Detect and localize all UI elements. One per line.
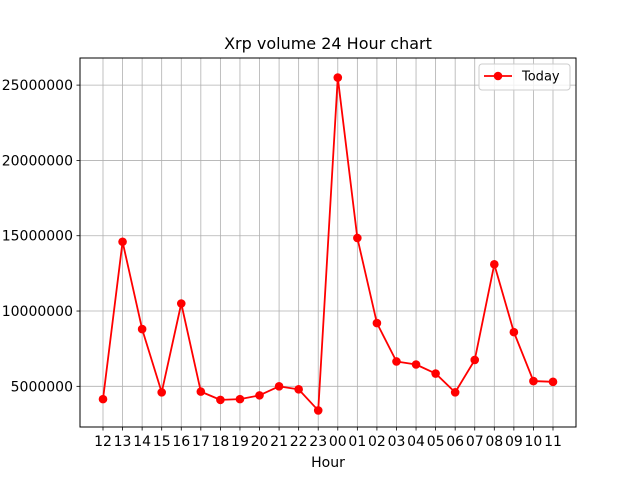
data-point	[235, 394, 245, 404]
chart-title: Xrp volume 24 Hour chart	[224, 34, 432, 53]
x-tick-label: 12	[94, 434, 112, 450]
plot-frame	[79, 57, 577, 428]
data-point	[353, 233, 362, 243]
x-axis-label: Hour	[311, 455, 345, 471]
x-tick-label: 10	[525, 434, 543, 450]
data-point	[490, 260, 499, 269]
data-point	[548, 377, 558, 387]
x-tick-label: 15	[153, 434, 171, 450]
data-point	[137, 324, 147, 334]
data-point	[392, 357, 401, 366]
data-point	[333, 73, 343, 82]
x-tick-label: 01	[348, 434, 366, 450]
data-point	[255, 391, 264, 400]
data-point	[274, 382, 284, 391]
legend-marker-swatch	[493, 71, 503, 81]
x-tick-label: 18	[211, 434, 229, 450]
x-tick-label: 07	[466, 434, 484, 450]
data-point	[98, 394, 108, 404]
data-point	[176, 299, 186, 308]
x-tick-label: 23	[309, 434, 327, 450]
x-tick-label: 17	[192, 434, 210, 450]
y-tick-label: 15000000	[2, 229, 73, 245]
x-tick-label: 00	[329, 434, 347, 450]
x-tick-label: 14	[133, 434, 151, 450]
axis-ticks: 12 13 14 15 16 17 18 19 20 21 22 23 00 01 02 03 04 05 06 07…	[2, 78, 562, 450]
legend-frame	[478, 63, 571, 91]
x-tick-label: 03	[388, 434, 406, 450]
data-point	[450, 388, 460, 397]
x-tick-label: 04	[407, 434, 425, 450]
x-tick-label: 22	[290, 434, 308, 450]
data-point	[509, 327, 519, 337]
data-point	[313, 406, 323, 415]
data-point	[294, 385, 303, 394]
legend: Today	[478, 63, 571, 91]
x-tick-label: 06	[446, 434, 464, 450]
x-tick-label: 16	[172, 434, 190, 450]
data-point	[216, 395, 225, 405]
y-tick-label: 10000000	[2, 304, 73, 320]
data-point	[411, 360, 421, 369]
x-tick-label: 02	[368, 434, 386, 450]
data-point	[196, 387, 206, 396]
data-point	[118, 237, 127, 247]
x-tick-label: 11	[544, 434, 562, 450]
x-tick-label: 20	[251, 434, 269, 450]
data-point	[529, 376, 538, 386]
x-tick-label: 13	[114, 434, 132, 450]
x-tick-label: 08	[485, 434, 503, 450]
x-tick-label: 09	[505, 434, 523, 450]
series-layer	[98, 73, 558, 415]
grid-lines	[80, 58, 576, 427]
series-line-today	[102, 76, 554, 412]
data-point	[470, 355, 480, 365]
data-point	[372, 318, 382, 328]
x-tick-label: 21	[270, 434, 288, 450]
y-tick-label: 20000000	[2, 153, 73, 169]
x-tick-label: 19	[231, 434, 249, 450]
data-point	[157, 388, 166, 397]
x-tick-label: 05	[427, 434, 445, 450]
data-point	[431, 369, 440, 378]
y-tick-label: 25000000	[2, 78, 73, 94]
y-tick-label: 5000000	[11, 379, 73, 395]
legend-entry-today: Today	[521, 70, 560, 85]
